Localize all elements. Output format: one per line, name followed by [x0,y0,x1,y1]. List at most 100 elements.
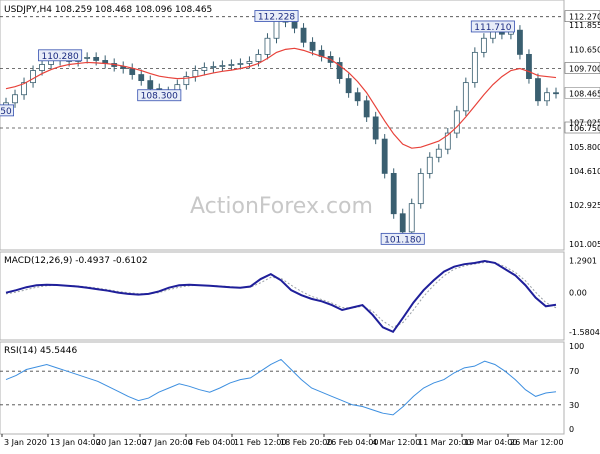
y-axis-tick-label: 108.465 [569,89,600,98]
candle-body [462,82,469,112]
rsi-series [5,358,557,416]
price-panel [0,0,565,251]
annotation-text: 101.180 [384,235,421,245]
candle-body [39,64,45,71]
rsi-y-axis: 100 70 30 0 [569,342,584,434]
candle-body [363,100,370,118]
candle-body [273,19,280,39]
candle-body [30,70,36,84]
candle-body [535,78,541,102]
candle-body [192,70,199,77]
moving-average-series [5,47,557,149]
candle-body [417,172,424,205]
x-tick-label: 11 Mar 20:00 [418,438,471,447]
price-annotations: 112.228 110.280 108.300 101.180 111.710 50 [0,10,515,245]
annotation-label: 111.710 [470,20,515,33]
candle-body [544,92,550,102]
candle-body [336,62,343,79]
y-axis-label-box [564,62,600,74]
candle-body [84,57,91,59]
x-tick-label: 4 Mar 12:00 [372,438,420,447]
annotation-box [380,232,425,245]
candle-body [390,172,397,215]
x-tick-label: 26 Mar 12:00 [510,438,563,447]
annotation-label: 101.180 [380,232,425,245]
x-tick-label: 13 Jan 04:00 [50,438,101,447]
candle-body [219,65,226,67]
candle-body [381,138,388,174]
candle-body [264,37,271,55]
y-axis-tick-label: 107.025 [569,118,600,127]
y-axis-tick-label: 110.650 [569,45,600,54]
rsi-label: RSI(14) 45.5446 [4,346,77,356]
macd-panel [0,251,565,341]
candle-body [255,53,262,62]
price-y-axis: 101.005 102.925 104.610 105.800 106.750107.0… [564,10,600,249]
macd-y-tick-label: 1.2901 [569,257,597,266]
annotation-label: 112.228 [254,10,299,23]
x-tick-label: 20 Jan 12:00 [96,438,147,447]
rsi-y-tick-label: 0 [569,425,574,434]
y-axis-tick-label: 112.270 [569,13,600,22]
candle-body [147,80,154,90]
candle-body [435,148,442,158]
candle-body [300,27,307,43]
moving-average-line [5,47,557,149]
annotation-label: 108.300 [137,89,182,102]
candle-body [426,156,433,174]
x-tick-label: 18 Feb 20:00 [280,438,332,447]
y-axis-label-box [564,87,600,99]
rsi-y-tick-label: 70 [569,367,579,376]
candle-body [246,61,253,64]
rsi-y-tick-label: 30 [569,401,579,410]
candle-body [372,116,379,140]
macd-y-tick-label: -1.5804 [569,328,600,337]
candle-body [517,29,523,55]
price-header: USDJPY,H4 108.259 108.468 108.096 108.46… [4,5,212,15]
candle-body [201,67,208,71]
annotation-label: 110.280 [38,49,83,62]
candle-body [237,63,244,65]
y-axis-label-box [564,121,600,134]
y-axis-tick-label: 111.855 [569,21,600,30]
x-tick-label: 19 Mar 04:00 [464,438,517,447]
rsi-panel [0,341,565,435]
candle-body [138,74,145,82]
x-tick-label: 26 Feb 04:00 [326,438,378,447]
candle-body [553,92,559,95]
y-axis-tick-label: 104.610 [569,167,600,176]
candle-body [21,82,27,96]
rsi-line [5,358,557,416]
candle-body [471,51,478,84]
y-axis-label-box [564,10,600,22]
macd-lines [5,259,557,334]
x-tick-label: 27 Jan 20:00 [142,438,193,447]
rsi-reference-lines [0,370,564,406]
y-axis-tick-label: 101.005 [569,240,600,249]
rsi-y-tick-label: 100 [569,342,584,351]
candle-body [354,92,361,102]
annotation-text: 50 [0,107,12,117]
candle-body [526,53,532,79]
y-axis-tick-label: 102.925 [569,201,600,210]
annotation-label: 50 [0,104,14,117]
macd-y-axis: 1.2901 0.00 -1.5804 [569,257,600,337]
annotation-box [0,104,14,117]
candle-body [228,64,235,66]
candle-body [453,110,460,134]
macd-main-series [5,259,557,334]
x-tick-label: 4 Feb 04:00 [188,438,235,447]
annotation-text: 110.280 [41,52,78,62]
annotation-text: 108.300 [141,92,178,102]
candle-body [12,94,18,104]
y-axis-tick-label: 105.800 [569,143,600,152]
annotation-box [137,89,182,102]
candle-body [345,78,352,94]
watermark: ActionForex.com [190,194,373,219]
candle-body [309,41,316,51]
annotation-box [38,49,83,62]
macd-y-tick-label: 0.00 [569,289,587,298]
macd-label: MACD(12,26,9) -0.4937 -0.6102 [4,256,148,266]
